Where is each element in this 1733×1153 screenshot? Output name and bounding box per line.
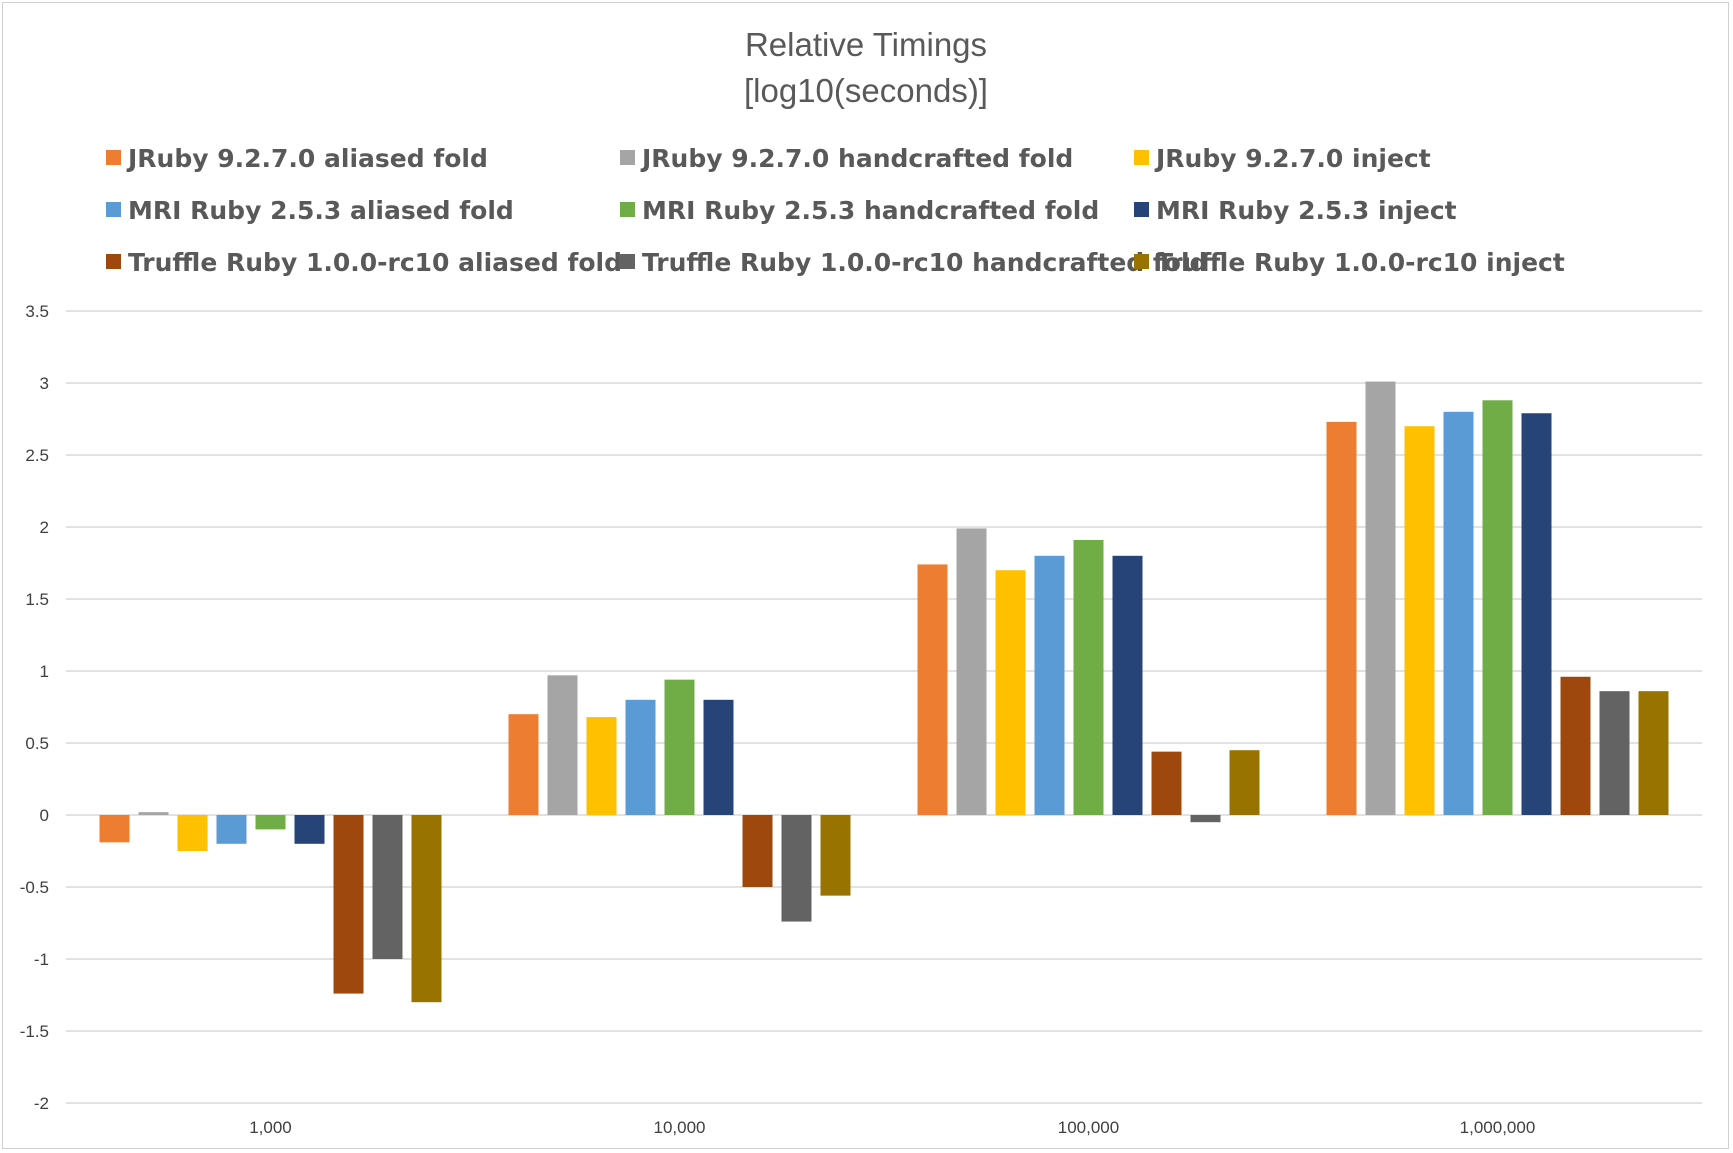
legend-label: Truffle Ruby 1.0.0-rc10 handcrafted fold — [642, 248, 1207, 277]
bar[interactable] — [625, 699, 656, 815]
legend-item[interactable]: JRuby 9.2.7.0 aliased fold — [106, 144, 488, 173]
bar[interactable] — [294, 815, 325, 844]
bar[interactable] — [216, 815, 247, 844]
legend-item[interactable]: Truffle Ruby 1.0.0-rc10 aliased fold — [106, 248, 622, 277]
y-tick-label: 2.5 — [25, 446, 49, 465]
bar[interactable] — [1151, 751, 1182, 815]
legend-label: Truffle Ruby 1.0.0-rc10 aliased fold — [128, 248, 622, 277]
legend-swatch — [106, 254, 121, 269]
legend-swatch — [620, 254, 635, 269]
x-tick-label: 10,000 — [654, 1118, 706, 1137]
legend-item[interactable]: MRI Ruby 2.5.3 aliased fold — [106, 196, 514, 225]
legend[interactable]: JRuby 9.2.7.0 aliased fold JRuby 9.2.7.0 … — [106, 144, 1565, 277]
legend-label: MRI Ruby 2.5.3 handcrafted fold — [642, 196, 1099, 225]
legend-swatch — [106, 150, 121, 165]
y-tick-label: 3.5 — [25, 302, 49, 321]
bar[interactable] — [742, 815, 773, 887]
legend-swatch — [620, 150, 635, 165]
y-tick-label: -0.5 — [20, 878, 49, 897]
bar[interactable] — [508, 714, 539, 815]
legend-label: MRI Ruby 2.5.3 inject — [1156, 196, 1457, 225]
legend-swatch — [106, 202, 121, 217]
legend-item[interactable]: JRuby 9.2.7.0 handcrafted fold — [620, 144, 1073, 173]
bar[interactable] — [333, 815, 364, 994]
y-tick-label: 0 — [40, 806, 49, 825]
bar[interactable] — [255, 815, 286, 830]
legend-item[interactable]: MRI Ruby 2.5.3 inject — [1134, 196, 1457, 225]
legend-item[interactable]: MRI Ruby 2.5.3 handcrafted fold — [620, 196, 1099, 225]
bar[interactable] — [1229, 750, 1260, 815]
y-tick-label: 2 — [40, 518, 49, 537]
bar[interactable] — [99, 815, 130, 843]
x-tick-label: 100,000 — [1058, 1118, 1119, 1137]
bar[interactable] — [1073, 539, 1104, 815]
bar[interactable] — [1443, 411, 1474, 815]
legend-item[interactable]: Truffle Ruby 1.0.0-rc10 inject — [1134, 248, 1565, 277]
y-tick-label: 3 — [40, 374, 49, 393]
bar[interactable] — [586, 717, 617, 815]
x-tick-label: 1,000,000 — [1460, 1118, 1536, 1137]
x-tick-label: 1,000 — [249, 1118, 292, 1137]
bar[interactable] — [1112, 555, 1143, 815]
bar[interactable] — [1190, 815, 1221, 823]
bar[interactable] — [547, 675, 578, 815]
legend-label: MRI Ruby 2.5.3 aliased fold — [128, 196, 514, 225]
legend-label: JRuby 9.2.7.0 handcrafted fold — [640, 144, 1073, 173]
bar[interactable] — [1638, 691, 1669, 815]
legend-item[interactable]: JRuby 9.2.7.0 inject — [1134, 144, 1431, 173]
legend-label: JRuby 9.2.7.0 inject — [1154, 144, 1431, 173]
bar[interactable] — [177, 815, 208, 851]
y-tick-label: -1.5 — [20, 1022, 49, 1041]
bar[interactable] — [1326, 421, 1357, 815]
legend-swatch — [620, 202, 635, 217]
bar[interactable] — [1560, 676, 1591, 815]
bar[interactable] — [664, 679, 695, 815]
bar[interactable] — [1521, 413, 1552, 815]
bar[interactable] — [372, 815, 403, 959]
y-tick-label: 1.5 — [25, 590, 49, 609]
legend-label: JRuby 9.2.7.0 aliased fold — [126, 144, 488, 173]
bar[interactable] — [138, 812, 169, 815]
bar[interactable] — [917, 564, 948, 815]
y-tick-label: -1 — [34, 950, 49, 969]
x-axis-ticks: 1,000 10,000 100,000 1,000,000 — [249, 1118, 1535, 1137]
bars — [99, 381, 1669, 1003]
bar[interactable] — [1365, 381, 1396, 815]
legend-item[interactable]: Truffle Ruby 1.0.0-rc10 handcrafted fold — [620, 248, 1207, 277]
bar[interactable] — [703, 699, 734, 815]
bar[interactable] — [1034, 555, 1065, 815]
chart-title: Relative Timings — [745, 26, 987, 63]
bar[interactable] — [820, 815, 851, 896]
bar[interactable] — [1404, 426, 1435, 815]
y-axis-ticks: 3.5 3 2.5 2 1.5 1 0.5 0 -0.5 -1 -1.5 -2 — [20, 302, 49, 1113]
legend-swatch — [1134, 202, 1149, 217]
bar[interactable] — [781, 815, 812, 922]
legend-swatch — [1134, 254, 1149, 269]
legend-swatch — [1134, 150, 1149, 165]
bar[interactable] — [956, 528, 987, 815]
y-tick-label: -2 — [34, 1094, 49, 1113]
y-tick-label: 0.5 — [25, 734, 49, 753]
bar[interactable] — [1599, 691, 1630, 815]
bar[interactable] — [411, 815, 442, 1003]
chart-subtitle: [log10(seconds)] — [744, 72, 988, 109]
bar[interactable] — [1482, 400, 1513, 815]
bar[interactable] — [995, 570, 1026, 815]
legend-label: Truffle Ruby 1.0.0-rc10 inject — [1156, 248, 1565, 277]
y-tick-label: 1 — [40, 662, 49, 681]
